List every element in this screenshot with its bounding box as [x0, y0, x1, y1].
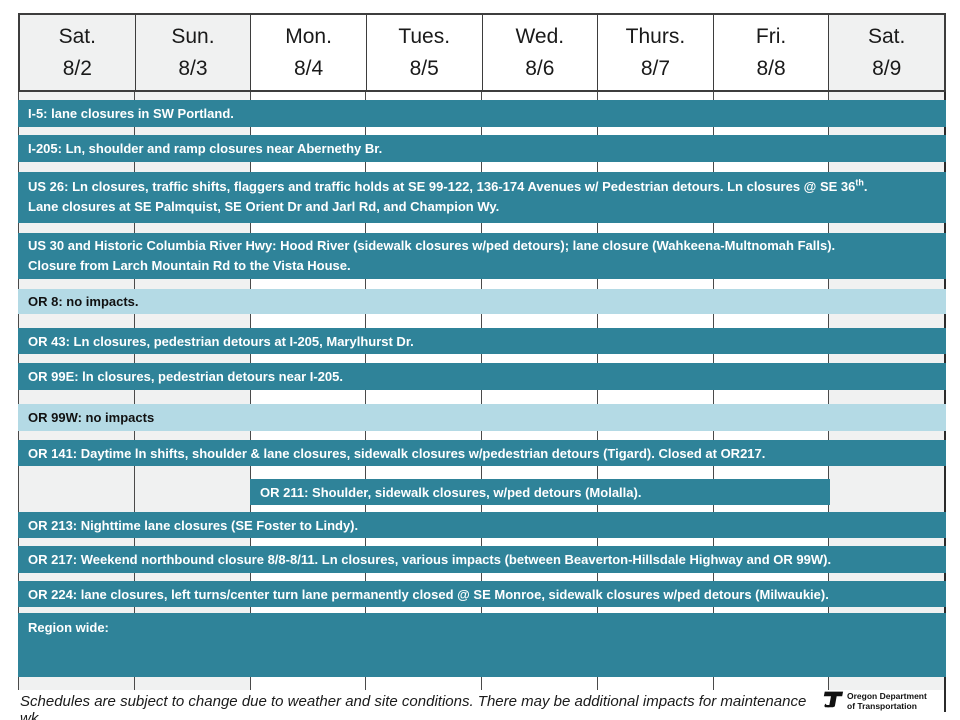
day-name: Sun. [171, 25, 215, 48]
day-name: Sat. [58, 25, 96, 48]
day-date: 8/4 [293, 56, 324, 80]
bar-text: I-5: lane closures in SW Portland. [28, 106, 234, 121]
day-name: Wed. [515, 25, 565, 48]
schedule-bar-or99w: OR 99W: no impacts [18, 404, 946, 431]
bar-text: OR 141: Daytime ln shifts, shoulder & la… [28, 445, 766, 461]
bar-text: Region wide: [28, 620, 109, 635]
schedule-bar-i205: I-205: Ln, shoulder and ramp closures ne… [18, 135, 946, 162]
bar-text: OR 224: lane closures, left turns/center… [28, 586, 829, 602]
day-header-sun-8-3: Sun. 8/3 [134, 15, 251, 90]
bar-text: OR 99W: no impacts [28, 410, 155, 425]
bar-text: US 30 and Historic Columbia River Hwy: H… [28, 238, 836, 273]
day-name: Tues. [398, 25, 451, 48]
schedule-disclaimer: Schedules are subject to change due to w… [20, 693, 807, 720]
schedule-bar-or213: OR 213: Nighttime lane closures (SE Fost… [18, 512, 946, 538]
day-header-tues-8-5: Tues. 8/5 [365, 15, 482, 90]
schedule-bar-or99e: OR 99E: ln closures, pedestrian detours … [18, 363, 946, 390]
schedule-bar-or8: OR 8: no impacts. [18, 289, 946, 314]
odot-logo-text: Oregon Department of Transportation [847, 690, 927, 711]
day-name: Sat. [868, 25, 906, 48]
day-date: 8/9 [872, 56, 902, 80]
day-date: 8/2 [62, 56, 92, 80]
day-header-wed-8-6: Wed. 8/6 [481, 15, 598, 90]
bar-text: OR 217: Weekend northbound closure 8/8-8… [28, 552, 832, 567]
day-name: Mon. [285, 25, 332, 48]
day-date: 8/3 [178, 56, 208, 80]
schedule-bar-region-wide: Region wide: [18, 613, 946, 677]
schedule-bar-or43: OR 43: Ln closures, pedestrian detours a… [18, 328, 946, 354]
day-date: 8/7 [640, 56, 671, 80]
day-header-mon-8-4: Mon. 8/4 [250, 15, 366, 90]
odot-logo-icon [822, 688, 844, 715]
day-date: 8/6 [525, 56, 555, 80]
schedule-grid: I-5: lane closures in SW Portland. I-205… [18, 92, 946, 690]
bar-text: OR 8: no impacts. [28, 294, 139, 309]
schedule-bar-or217: OR 217: Weekend northbound closure 8/8-8… [18, 546, 946, 573]
schedule-bar-or211: OR 211: Shoulder, sidewalk closures, w/p… [250, 479, 830, 505]
day-header-thurs-8-7: Thurs. 8/7 [597, 15, 713, 90]
day-name: Thurs. [625, 25, 686, 48]
day-header-row: Sat. 8/2 Sun. 8/3 Mon. 8/4 Tues. 8/5 Wed… [18, 13, 946, 92]
schedule-bar-i5: I-5: lane closures in SW Portland. [18, 100, 946, 127]
day-header-sat-8-2: Sat. 8/2 [20, 15, 135, 90]
day-header-fri-8-8: Fri. 8/8 [712, 15, 829, 90]
odot-logo: Oregon Department of Transportation [822, 688, 940, 715]
day-date: 8/8 [756, 56, 786, 80]
bar-text: OR 99E: ln closures, pedestrian detours … [28, 369, 343, 384]
bar-text: OR 43: Ln closures, pedestrian detours a… [28, 333, 414, 349]
day-name: Fri. [755, 25, 787, 48]
day-header-sat-8-9: Sat. 8/9 [828, 15, 944, 90]
schedule-bar-us26: US 26: Ln closures, traffic shifts, flag… [18, 172, 946, 223]
schedule-bar-or224: OR 224: lane closures, left turns/center… [18, 581, 946, 607]
bar-text: US 26: Ln closures, traffic shifts, flag… [28, 177, 868, 214]
schedule-bar-or141: OR 141: Daytime ln shifts, shoulder & la… [18, 440, 946, 466]
bar-text: OR 211: Shoulder, sidewalk closures, w/p… [260, 484, 642, 500]
bar-text: OR 213: Nighttime lane closures (SE Fost… [28, 517, 359, 533]
table-right-border [944, 690, 946, 712]
schedule-bar-us30: US 30 and Historic Columbia River Hwy: H… [18, 233, 946, 279]
day-date: 8/5 [409, 56, 439, 80]
bar-text: I-205: Ln, shoulder and ramp closures ne… [28, 141, 383, 156]
